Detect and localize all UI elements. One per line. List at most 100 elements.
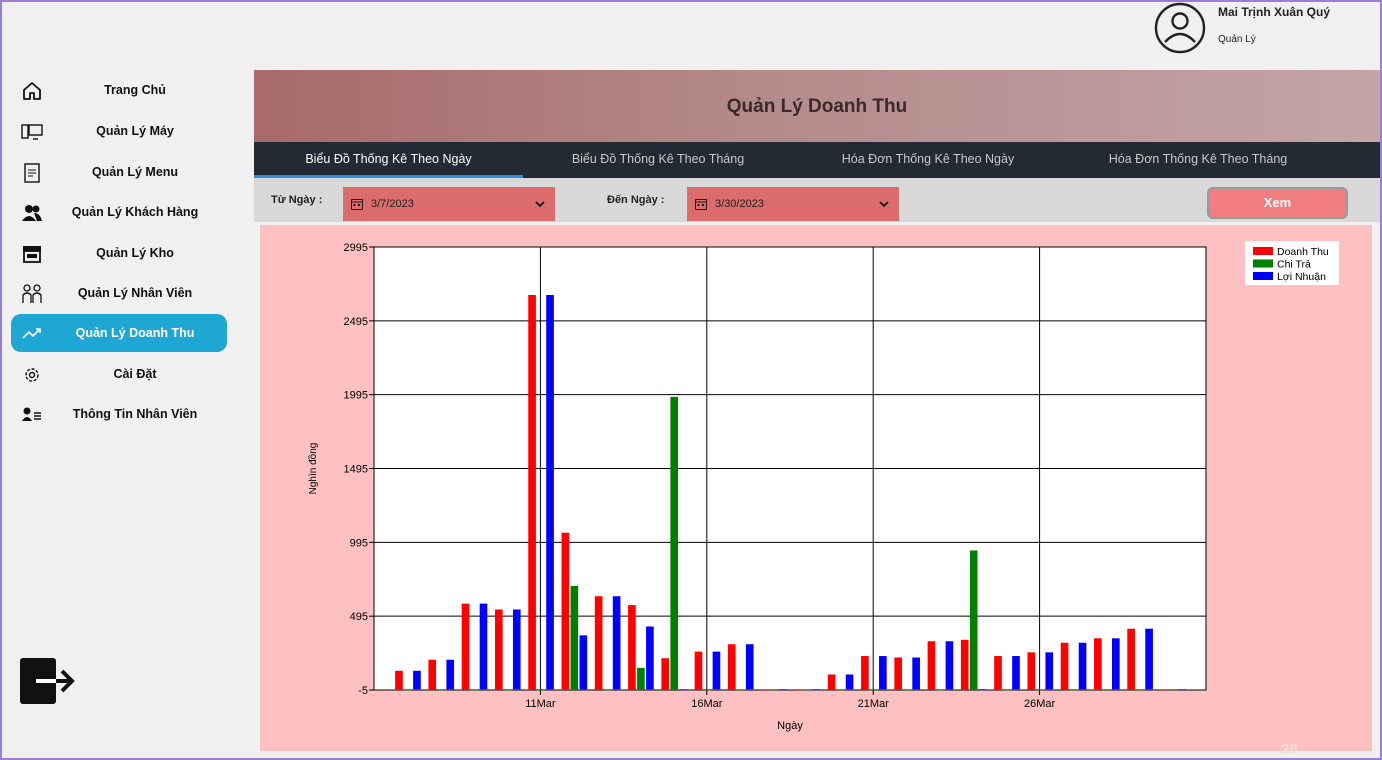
bar-doanh-thu — [395, 670, 403, 690]
y-tick-label: 495 — [350, 611, 368, 623]
y-tick-label: 995 — [350, 537, 368, 549]
bar-doanh-thu — [827, 674, 836, 690]
bar-doanh-thu — [894, 657, 902, 690]
sidebar-item-label: Cài Đặt — [113, 367, 157, 381]
tab-bieu-do-thang[interactable]: Biểu Đồ Thống Kê Theo Tháng — [571, 152, 745, 166]
bar-doanh-thu — [994, 656, 1002, 690]
avatar-icon — [1154, 2, 1206, 54]
to-date-picker[interactable]: 3/30/2023 — [687, 187, 899, 221]
x-axis-label: Ngày — [777, 720, 803, 732]
bar-doanh-thu — [1160, 689, 1169, 691]
tab-bar: Biểu Đồ Thống Kê Theo Ngày Biểu Đồ Thống… — [254, 142, 1380, 178]
bar-lợi-nhuận — [912, 657, 920, 690]
sidebar-item-trang-chu[interactable]: Trang Chủ — [11, 71, 227, 109]
bar-lợi-nhuận — [1112, 638, 1120, 690]
bar-lợi-nhuận — [612, 596, 621, 690]
bar-doanh-thu — [761, 689, 769, 691]
x-tick-label: 16Mar — [691, 698, 723, 710]
revenue-chart: -5 495 995 1495 1995 2495 2995 11Mar 16Mar 21Mar 2… — [260, 225, 1372, 751]
tab-bieu-do-ngay[interactable]: Biểu Đồ Thống Kê Theo Ngày — [254, 142, 523, 178]
calendar-icon — [695, 199, 707, 210]
user-role: Quản Lý — [1218, 34, 1256, 45]
chevron-down-icon — [879, 201, 889, 208]
bar-chi-trả — [803, 689, 812, 691]
sidebar-item-label: Thông Tin Nhân Viên — [72, 407, 198, 421]
y-tick-label: 2995 — [344, 242, 368, 254]
sidebar-item-cai-dat[interactable]: Cài Đặt — [11, 355, 227, 393]
from-date-value: 3/7/2023 — [371, 198, 414, 210]
sidebar-item-quan-ly-nhan-vien[interactable]: Quản Lý Nhân Viên — [11, 274, 227, 312]
sidebar-item-label: Trang Chủ — [104, 83, 166, 97]
tab-hoa-don-thang[interactable]: Hóa Đơn Thống Kê Theo Tháng — [1108, 152, 1288, 166]
legend-label: Chi Trả — [1277, 259, 1311, 271]
sidebar-item-label: Quản Lý Kho — [96, 246, 174, 260]
bar-doanh-thu — [960, 639, 969, 690]
tab-hoa-don-ngay[interactable]: Hóa Đơn Thống Kê Theo Ngày — [841, 152, 1015, 166]
page-number: 28 — [1281, 741, 1298, 758]
logout-icon[interactable] — [20, 656, 76, 706]
bar-lợi-nhuận — [1078, 642, 1087, 690]
bar-lợi-nhuận — [779, 689, 787, 691]
bar-lợi-nhuận — [479, 603, 488, 690]
sidebar-item-quan-ly-may[interactable]: Quản Lý Máy — [11, 112, 227, 150]
view-button[interactable]: Xem — [1207, 187, 1348, 219]
y-tick-label: 1995 — [344, 390, 368, 402]
to-date-label: Đến Ngày : — [607, 194, 665, 206]
bar-lợi-nhuận — [679, 689, 687, 691]
sidebar-item-quan-ly-menu[interactable]: Quản Lý Menu — [11, 153, 227, 191]
bar-lợi-nhuận — [1178, 689, 1187, 691]
sidebar-item-quan-ly-doanh-thu[interactable]: Quản Lý Doanh Thu — [11, 314, 227, 352]
bar-chi-trả — [603, 689, 612, 691]
sidebar-item-label: Quản Lý Nhân Viên — [77, 286, 193, 300]
bar-chi-trả — [836, 689, 845, 691]
legend-swatch — [1253, 259, 1273, 268]
staff-icon — [22, 284, 42, 303]
sidebar-item-quan-ly-kho[interactable]: Quản Lý Kho — [11, 234, 227, 272]
bar-lợi-nhuận — [546, 294, 554, 690]
bar-lợi-nhuận — [579, 635, 588, 690]
bar-doanh-thu — [927, 641, 936, 690]
bar-chi-trả — [969, 550, 978, 690]
from-date-label: Từ Ngày : — [271, 194, 323, 206]
sidebar-item-thong-tin-nhan-vien[interactable]: Thông Tin Nhân Viên — [11, 395, 227, 433]
bar-doanh-thu — [794, 689, 803, 691]
menu-icon — [24, 163, 40, 183]
sidebar: Trang Chủ Quản Lý Máy Quản Lý Menu Quản … — [0, 70, 254, 760]
filter-bar: Từ Ngày : 3/7/2023 Đến Ngày : 3/30/2023 … — [254, 178, 1380, 222]
home-icon — [23, 82, 41, 100]
y-tick-label: -5 — [358, 685, 368, 697]
page-banner: Quản Lý Doanh Thu — [254, 70, 1380, 142]
legend-label: Doanh Thu — [1277, 246, 1329, 258]
trend-icon — [22, 328, 41, 339]
x-tick-label: 26Mar — [1024, 698, 1056, 710]
bar-chi-trả — [1169, 689, 1178, 691]
sidebar-item-label: Quản Lý Máy — [96, 124, 174, 138]
bar-lợi-nhuận — [1145, 628, 1153, 690]
bar-chi-trả — [903, 689, 911, 691]
y-tick-label: 2495 — [344, 316, 368, 328]
from-date-picker[interactable]: 3/7/2023 — [343, 187, 555, 221]
bar-lợi-nhuận — [978, 689, 987, 691]
sidebar-item-label: Quản Lý Menu — [91, 165, 179, 179]
bar-lợi-nhuận — [413, 670, 421, 690]
y-tick-label: 1495 — [344, 464, 368, 476]
legend-swatch — [1253, 247, 1273, 255]
bar-doanh-thu — [1060, 642, 1069, 690]
bar-chi-trả — [770, 689, 778, 691]
computer-icon — [21, 124, 43, 140]
user-name: Mai Trịnh Xuân Quý — [1218, 5, 1331, 19]
bar-doanh-thu — [428, 659, 437, 690]
bar-doanh-thu — [727, 644, 736, 690]
bar-doanh-thu — [1094, 638, 1102, 690]
bar-chi-trả — [870, 689, 878, 691]
bar-doanh-thu — [861, 656, 869, 690]
sidebar-item-quan-ly-khach-hang[interactable]: Quản Lý Khách Hàng — [11, 193, 227, 231]
bar-chi-trả — [1069, 689, 1078, 691]
user-profile[interactable]: Mai Trịnh Xuân Quý Quản Lý — [1154, 2, 1374, 54]
bar-chi-trả — [437, 689, 446, 691]
store-icon — [23, 246, 41, 263]
bar-lợi-nhuận — [945, 641, 954, 690]
bar-lợi-nhuận — [446, 659, 455, 690]
bar-lợi-nhuận — [812, 689, 821, 691]
bar-doanh-thu — [694, 651, 703, 690]
